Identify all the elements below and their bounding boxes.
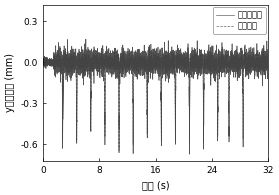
本发明方法 <box>219 67 222 70</box>
X-axis label: 时间 (s): 时间 (s) <box>142 180 169 190</box>
人造靶标 <box>148 46 151 49</box>
人造靶标 <box>102 62 105 64</box>
人造靶标 <box>61 79 65 81</box>
人造靶标 <box>41 61 45 63</box>
本发明方法 <box>61 86 65 88</box>
本发明方法 <box>188 153 191 155</box>
本发明方法 <box>267 56 270 58</box>
人造靶标 <box>68 67 72 70</box>
本发明方法 <box>102 54 105 56</box>
人造靶标 <box>117 149 121 151</box>
Line: 本发明方法: 本发明方法 <box>43 39 268 154</box>
本发明方法 <box>41 61 45 63</box>
本发明方法 <box>84 38 88 40</box>
Y-axis label: y方向位移 (mm): y方向位移 (mm) <box>5 53 15 112</box>
本发明方法 <box>76 64 80 66</box>
人造靶标 <box>99 61 103 64</box>
Line: 人造靶标: 人造靶标 <box>43 47 268 150</box>
Legend: 本发明方法, 人造靶标: 本发明方法, 人造靶标 <box>213 7 266 34</box>
本发明方法 <box>99 66 103 68</box>
人造靶标 <box>219 69 222 72</box>
人造靶标 <box>267 54 270 56</box>
本发明方法 <box>68 67 72 69</box>
人造靶标 <box>76 65 80 68</box>
